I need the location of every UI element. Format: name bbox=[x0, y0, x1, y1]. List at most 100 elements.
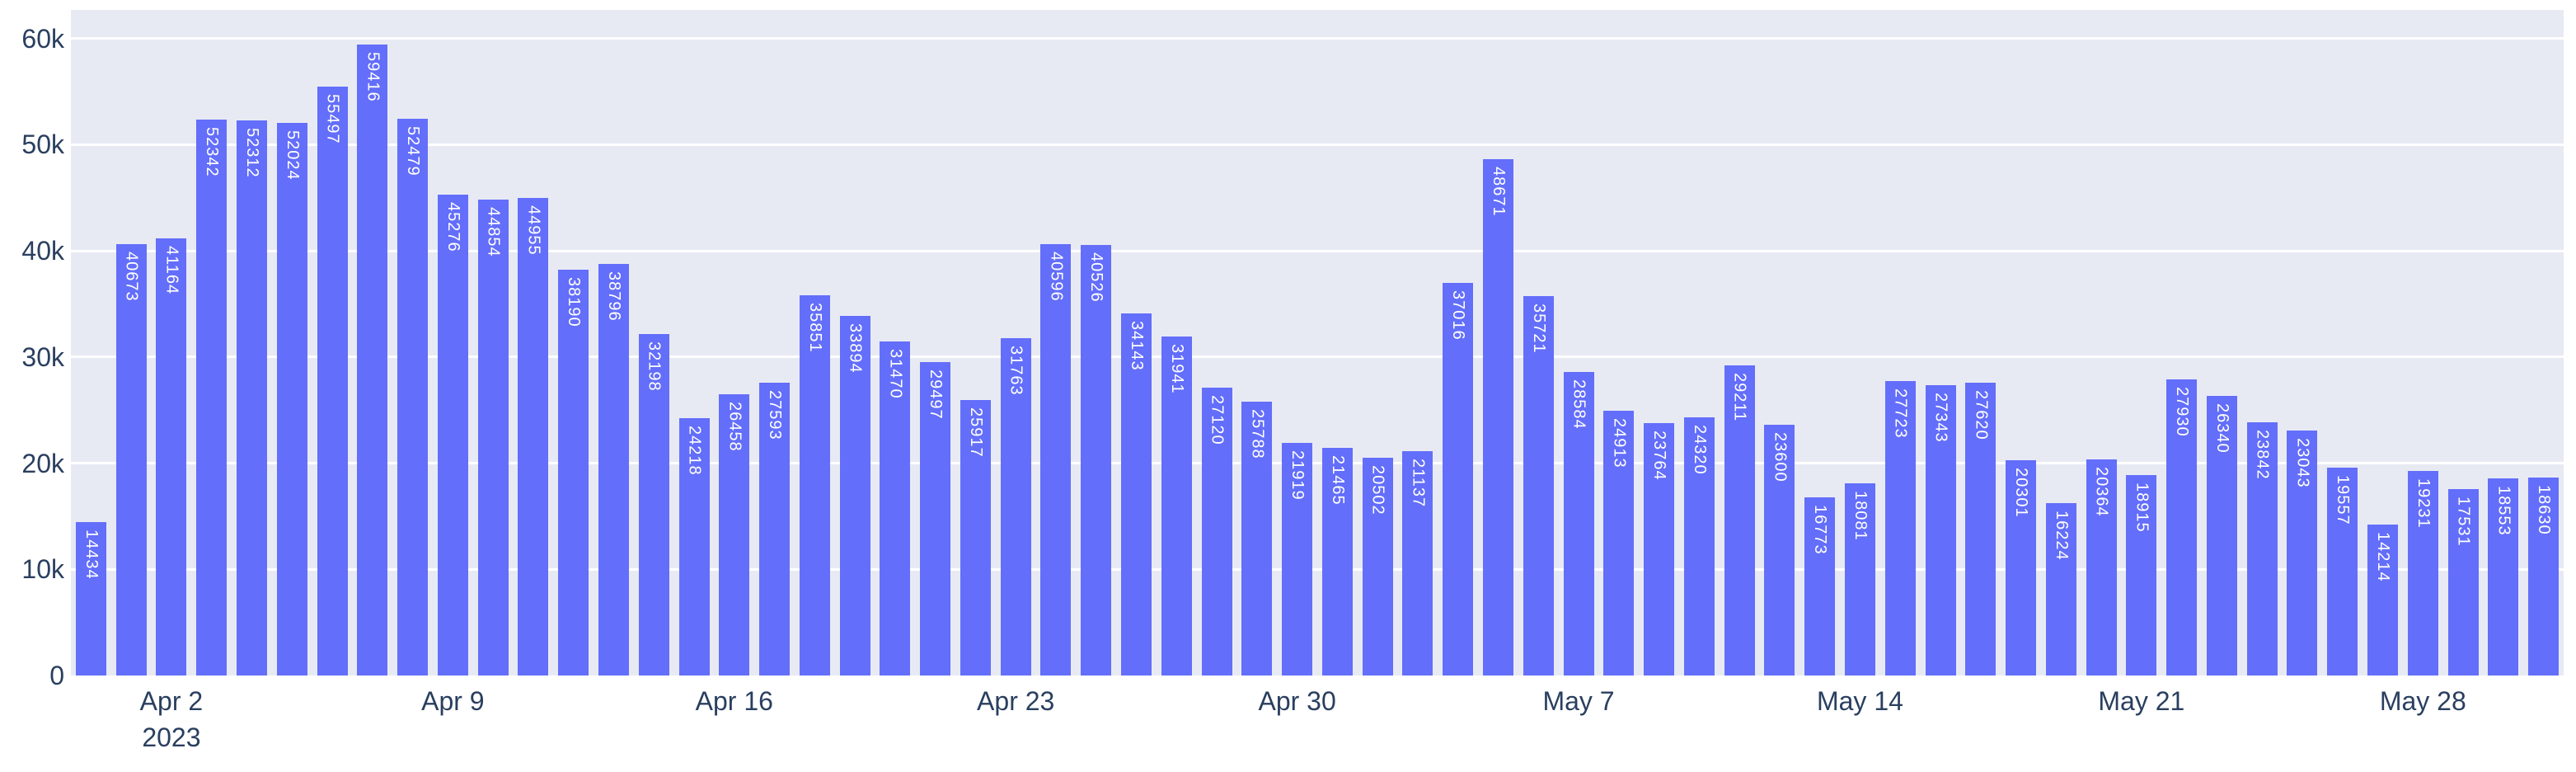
bar[interactable]: 27620 bbox=[1965, 382, 1997, 676]
x-tick-date: Apr 2 bbox=[139, 686, 204, 716]
bar[interactable]: 44854 bbox=[477, 199, 509, 676]
bar[interactable]: 16224 bbox=[2045, 503, 2076, 676]
bar-value-label: 18630 bbox=[2535, 485, 2554, 535]
bar-value-label: 23764 bbox=[1650, 431, 1669, 481]
bar-value-label: 44854 bbox=[484, 206, 503, 257]
x-axis-tick-label: May 7 bbox=[1480, 683, 1677, 719]
bar[interactable]: 29211 bbox=[1724, 365, 1755, 676]
x-tick-date: Apr 30 bbox=[1258, 686, 1336, 716]
bar[interactable]: 31470 bbox=[880, 341, 911, 676]
x-tick-year: 2023 bbox=[142, 723, 201, 752]
bar[interactable]: 44955 bbox=[518, 198, 549, 676]
bar[interactable]: 18553 bbox=[2488, 478, 2519, 676]
bar[interactable]: 31763 bbox=[1000, 338, 1031, 676]
bar-value-label: 52312 bbox=[242, 127, 261, 178]
bar[interactable]: 55497 bbox=[317, 86, 348, 676]
bar[interactable]: 52024 bbox=[276, 123, 307, 676]
bar[interactable]: 16773 bbox=[1804, 497, 1836, 676]
bar[interactable]: 41164 bbox=[156, 238, 187, 676]
bar[interactable]: 14214 bbox=[2367, 525, 2399, 676]
bar-value-label: 27593 bbox=[766, 389, 785, 440]
bar-value-label: 16773 bbox=[1811, 505, 1830, 555]
bar[interactable]: 18630 bbox=[2528, 478, 2560, 676]
bar[interactable]: 25788 bbox=[1241, 402, 1273, 676]
x-axis-tick-label: Apr 16 bbox=[636, 683, 833, 719]
bar[interactable]: 23600 bbox=[1764, 425, 1795, 676]
bar[interactable]: 52479 bbox=[397, 118, 429, 676]
x-tick-date: May 21 bbox=[2098, 686, 2185, 716]
bar[interactable]: 19231 bbox=[2407, 471, 2438, 676]
bar[interactable]: 31941 bbox=[1161, 336, 1192, 676]
bar[interactable]: 24320 bbox=[1683, 417, 1715, 676]
bar-value-label: 17531 bbox=[2454, 497, 2473, 547]
bar[interactable]: 35721 bbox=[1523, 296, 1554, 676]
bar[interactable]: 28584 bbox=[1563, 372, 1594, 676]
x-tick-date: May 14 bbox=[1816, 686, 1903, 716]
bar[interactable]: 52312 bbox=[236, 120, 267, 676]
bar[interactable]: 24218 bbox=[678, 418, 710, 676]
plot-area[interactable]: 14434 40673 41164 52342 52312 52024 55497 59416… bbox=[71, 10, 2564, 676]
bar[interactable]: 20502 bbox=[1362, 458, 1393, 676]
x-tick-date: May 7 bbox=[1542, 686, 1615, 716]
bar[interactable]: 48671 bbox=[1482, 158, 1513, 676]
bar-value-label: 25917 bbox=[966, 407, 985, 459]
bar-value-label: 31763 bbox=[1006, 346, 1025, 396]
bar[interactable]: 32198 bbox=[638, 333, 669, 676]
bar[interactable]: 14434 bbox=[75, 522, 106, 676]
bar[interactable]: 21465 bbox=[1321, 447, 1353, 676]
bar-value-label: 28584 bbox=[1570, 379, 1588, 430]
bar-value-label: 20301 bbox=[2012, 467, 2031, 518]
bar-value-label: 32198 bbox=[645, 341, 664, 392]
bar[interactable]: 23764 bbox=[1644, 423, 1675, 676]
bar[interactable]: 19557 bbox=[2327, 468, 2358, 676]
bar[interactable]: 38190 bbox=[558, 270, 589, 676]
bar[interactable]: 33894 bbox=[839, 315, 870, 676]
bar[interactable]: 17531 bbox=[2447, 489, 2479, 676]
bar[interactable]: 20364 bbox=[2086, 459, 2117, 676]
bar-value-label: 29211 bbox=[1730, 373, 1749, 422]
bar[interactable]: 21919 bbox=[1282, 442, 1313, 676]
bar[interactable]: 34143 bbox=[1121, 313, 1152, 676]
bar[interactable]: 25917 bbox=[960, 400, 991, 676]
bar[interactable]: 26458 bbox=[719, 394, 750, 676]
bar[interactable]: 26340 bbox=[2206, 395, 2237, 676]
bar[interactable]: 27723 bbox=[1884, 381, 1916, 676]
bar[interactable]: 35851 bbox=[799, 294, 830, 676]
bar[interactable]: 40596 bbox=[1040, 244, 1072, 676]
bar[interactable]: 21137 bbox=[1402, 450, 1433, 676]
bar[interactable]: 18915 bbox=[2126, 474, 2157, 676]
bar[interactable]: 27930 bbox=[2166, 379, 2198, 676]
bar[interactable]: 27120 bbox=[1201, 387, 1232, 676]
bar[interactable]: 24913 bbox=[1603, 411, 1635, 676]
bar[interactable]: 37016 bbox=[1443, 282, 1474, 676]
bar-value-label: 21465 bbox=[1328, 454, 1347, 506]
bar-value-label: 41164 bbox=[162, 246, 181, 295]
bar-value-label: 23842 bbox=[2253, 430, 2272, 480]
bar-value-label: 35851 bbox=[805, 302, 824, 353]
bar-value-label: 24320 bbox=[1690, 424, 1709, 475]
bar[interactable]: 20301 bbox=[2006, 459, 2037, 676]
bar[interactable]: 27343 bbox=[1925, 385, 1956, 676]
bar[interactable]: 52342 bbox=[196, 120, 228, 676]
bar[interactable]: 27593 bbox=[759, 382, 791, 676]
bar-value-label: 37016 bbox=[1449, 290, 1468, 341]
bar[interactable]: 38796 bbox=[598, 263, 629, 676]
bar-value-label: 24218 bbox=[685, 426, 704, 476]
bar[interactable]: 29497 bbox=[920, 362, 951, 676]
bar[interactable]: 40673 bbox=[115, 243, 147, 676]
bar-value-label: 38190 bbox=[565, 277, 584, 328]
bar-value-label: 34143 bbox=[1128, 320, 1147, 371]
bar[interactable]: 45276 bbox=[437, 195, 468, 676]
x-axis-tick-label: Apr 9 bbox=[354, 683, 551, 719]
bar-value-label: 27723 bbox=[1891, 388, 1910, 439]
y-axis-tick-label: 10k bbox=[21, 554, 64, 585]
bar[interactable]: 18081 bbox=[1844, 483, 1875, 676]
bar-value-label: 14434 bbox=[82, 530, 101, 580]
bar-value-label: 20502 bbox=[1368, 465, 1387, 515]
bar[interactable]: 59416 bbox=[357, 45, 388, 676]
bar[interactable]: 23043 bbox=[2287, 431, 2318, 676]
bar[interactable]: 23842 bbox=[2246, 422, 2278, 676]
y-axis-tick-label: 50k bbox=[21, 129, 64, 160]
bar-value-label: 23600 bbox=[1771, 432, 1790, 482]
bar[interactable]: 40526 bbox=[1081, 245, 1112, 676]
